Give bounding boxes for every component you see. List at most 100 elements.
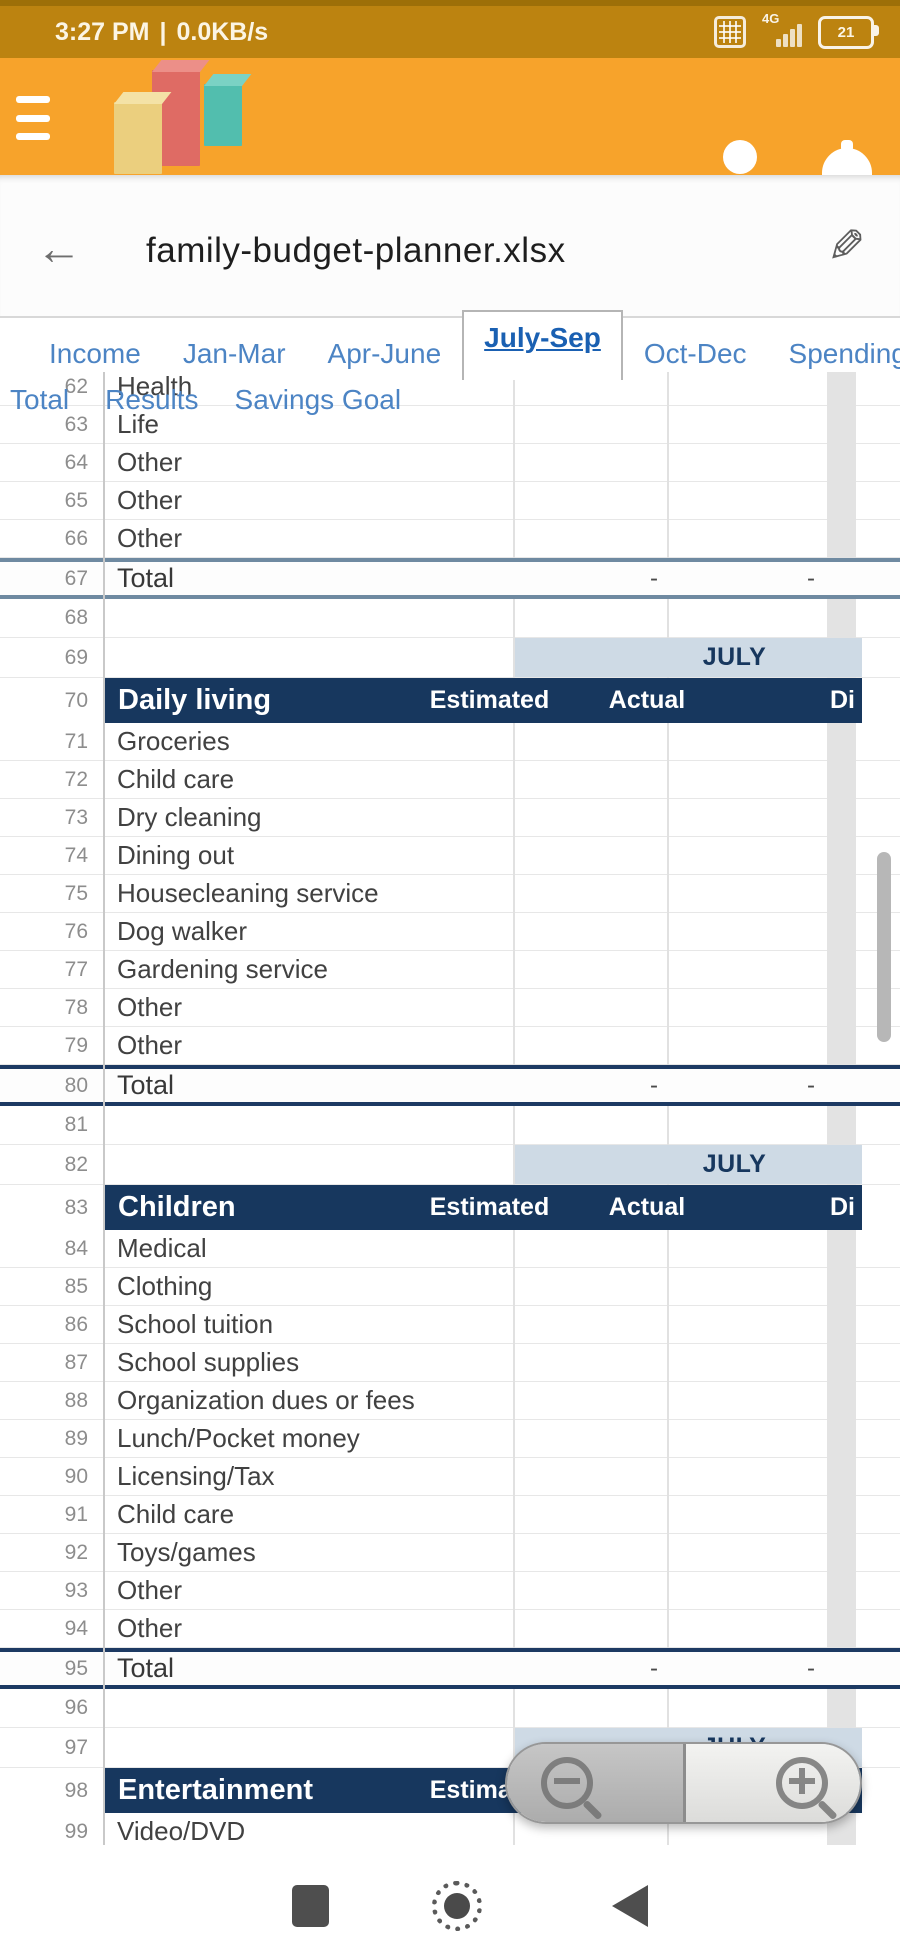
row-number: 80	[64, 1073, 88, 1097]
tab-spending[interactable]: Spending	[788, 338, 900, 369]
cell[interactable]: Other	[117, 992, 183, 1022]
recents-button[interactable]	[292, 1885, 329, 1927]
cell[interactable]: Total	[117, 563, 175, 593]
sheet-row-92: 92 Toys/games	[0, 1534, 900, 1572]
cell[interactable]: Total	[117, 1653, 175, 1683]
row-number: 73	[64, 805, 88, 829]
row-number: 75	[64, 881, 88, 905]
sheet-row-67: 67 Total - -	[0, 558, 900, 599]
person-icon	[723, 140, 757, 174]
section-title: Daily living	[118, 684, 272, 716]
section-title: Children	[118, 1191, 236, 1223]
zoom-control	[505, 1742, 862, 1824]
row-header-divider	[103, 372, 105, 1845]
tab-income[interactable]: Income	[49, 338, 141, 369]
section-title: Entertainment	[118, 1774, 313, 1806]
sheet-row-62: 62 Health	[0, 372, 900, 406]
column-header-estimated: Estimated	[429, 686, 550, 714]
cell[interactable]: School tuition	[117, 1309, 274, 1339]
sheet-row-73: 73 Dry cleaning	[0, 799, 900, 837]
cell[interactable]: Child care	[117, 1499, 235, 1529]
cell[interactable]: Other	[117, 1613, 183, 1643]
cell[interactable]: Clothing	[117, 1271, 213, 1301]
cell-value-estimated[interactable]: -	[650, 1071, 658, 1099]
cell[interactable]: Total	[117, 1070, 175, 1100]
cell[interactable]: Dining out	[117, 840, 235, 870]
row-number: 81	[64, 1113, 88, 1136]
cell[interactable]: Child care	[117, 764, 235, 794]
app-toolbar	[0, 58, 900, 214]
signal-bars	[776, 24, 802, 47]
row-number: 71	[64, 729, 88, 753]
row-number: 68	[64, 606, 88, 629]
row-number: 77	[64, 957, 88, 981]
tab-results[interactable]: Results	[105, 384, 199, 415]
tab-jan-mar[interactable]: Jan-Mar	[182, 338, 286, 369]
zoom-out-button[interactable]	[507, 1744, 686, 1822]
cell[interactable]: Organization dues or fees	[117, 1385, 415, 1415]
cell[interactable]: Gardening service	[117, 954, 328, 984]
sheet-row-65: 65 Other	[0, 482, 900, 520]
cell[interactable]: Health	[117, 372, 193, 401]
cell[interactable]: Lunch/Pocket money	[117, 1423, 360, 1453]
edit-pencil-button[interactable]: ✎	[827, 220, 866, 272]
cell-value-estimated[interactable]: -	[650, 1654, 658, 1682]
row-number: 62	[64, 374, 88, 398]
nav-back-button[interactable]	[612, 1885, 648, 1927]
status-right: 4G 21	[714, 11, 900, 49]
cell[interactable]: Groceries	[117, 726, 230, 756]
row-number: 99	[64, 1819, 88, 1843]
cell[interactable]: Dog walker	[117, 916, 248, 946]
battery-percent: 21	[837, 23, 855, 41]
cell-value-estimated[interactable]: -	[650, 564, 658, 592]
magnifier-minus-icon	[541, 1757, 593, 1809]
sheet-row-76: 76 Dog walker	[0, 913, 900, 951]
cell[interactable]: Licensing/Tax	[117, 1461, 275, 1491]
cell-value-actual[interactable]: -	[807, 1654, 815, 1682]
zoom-in-button[interactable]	[686, 1744, 860, 1822]
cell[interactable]: Other	[117, 1575, 183, 1605]
sheet-row-83: 83 Children Estimated Actual Di	[0, 1185, 900, 1230]
spreadsheet[interactable]: 62 Health 63 Life 64 Other 65 Other 66 Other 67 Tot…	[0, 372, 900, 1845]
cell-value-actual[interactable]: -	[807, 1071, 815, 1099]
tab-july-sep[interactable]: July-Sep	[462, 310, 623, 380]
cell[interactable]: Medical	[117, 1233, 207, 1263]
cell[interactable]: Dry cleaning	[117, 802, 262, 832]
cell[interactable]: Toys/games	[117, 1537, 256, 1567]
cell[interactable]: Life	[117, 409, 159, 439]
network-type-label: 4G	[762, 11, 780, 26]
sheet-row-96: 96	[0, 1689, 900, 1728]
row-number: 98	[64, 1778, 88, 1802]
row-number: 95	[64, 1656, 88, 1680]
menu-button[interactable]	[16, 96, 52, 140]
back-button[interactable]: ←	[36, 222, 82, 274]
cell-value-actual[interactable]: -	[807, 564, 815, 592]
tab-total[interactable]: Total	[10, 384, 70, 415]
document-title-bar: ← family-budget-planner.xlsx ✎	[0, 175, 900, 318]
cell[interactable]: Other	[117, 485, 183, 515]
sheet-row-87: 87 School supplies	[0, 1344, 900, 1382]
column-header-actual: Actual	[608, 1193, 686, 1221]
cell[interactable]: Housecleaning service	[117, 878, 379, 908]
cell[interactable]: School supplies	[117, 1347, 300, 1377]
tab-oct-dec[interactable]: Oct-Dec	[643, 338, 747, 369]
sheet-row-95: 95 Total - -	[0, 1648, 900, 1689]
cell[interactable]: Other	[117, 523, 183, 553]
scrollbar-thumb[interactable]	[877, 852, 891, 1042]
cell[interactable]: Other	[117, 1030, 183, 1060]
scrollbar-track	[827, 372, 856, 1845]
row-number: 89	[64, 1426, 88, 1450]
sheet-row-77: 77 Gardening service	[0, 951, 900, 989]
home-button[interactable]	[432, 1881, 482, 1931]
sheet-row-66: 66 Other	[0, 520, 900, 558]
cell[interactable]: Other	[117, 447, 183, 477]
home-circle-icon	[444, 1893, 470, 1919]
sheet-row-72: 72 Child care	[0, 761, 900, 799]
tab-savings-goal[interactable]: Savings Goal	[234, 384, 402, 415]
tab-apr-june[interactable]: Apr-June	[327, 338, 442, 369]
sheet-row-94: 94 Other	[0, 1610, 900, 1648]
battery-icon: 21	[818, 15, 879, 49]
cell[interactable]: Video/DVD	[117, 1816, 246, 1845]
row-number: 93	[64, 1578, 88, 1602]
app-logo-icon	[108, 64, 248, 174]
